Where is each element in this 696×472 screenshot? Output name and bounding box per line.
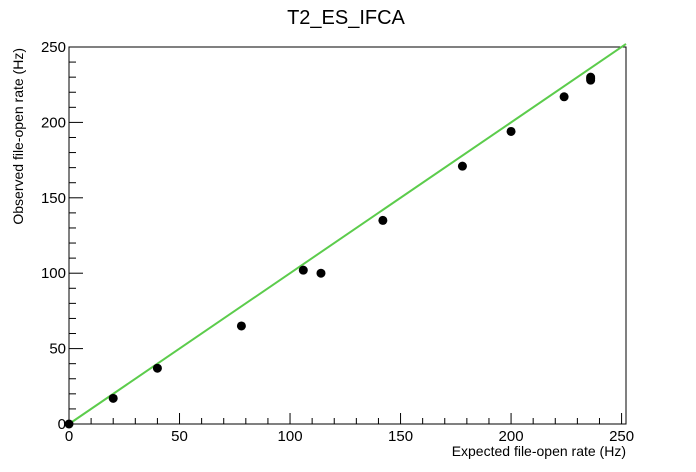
data-point [108, 393, 118, 403]
y-tick-label: 150 [41, 190, 66, 207]
x-axis-title: Expected file-open rate (Hz) [452, 443, 626, 459]
y-axis: 0 50 100 150 200 250 [41, 39, 83, 433]
x-axis: 0 50 100 150 200 250 [65, 413, 634, 445]
y-tick-label: 200 [41, 114, 66, 131]
y-axis-title: Observed file-open rate (Hz) [10, 48, 26, 225]
data-point [298, 265, 308, 275]
reference-line [68, 43, 627, 425]
data-point [586, 75, 596, 85]
plot-frame [68, 46, 627, 425]
data-point [559, 92, 569, 102]
data-point [457, 161, 467, 171]
x-tick-label: 150 [388, 428, 413, 445]
y-tick-label: 100 [41, 265, 66, 282]
x-tick-label: 200 [499, 428, 524, 445]
data-points-layer [64, 72, 596, 429]
y-tick-label: 250 [41, 39, 66, 56]
x-tick-label: 250 [609, 428, 634, 445]
x-tick-label: 100 [278, 428, 303, 445]
x-tick-label: 0 [65, 428, 73, 445]
x-tick-label: 50 [171, 428, 188, 445]
reference-line-layer [68, 43, 627, 425]
data-point [236, 321, 246, 331]
plot-area-border [68, 46, 627, 425]
y-tick-label: 50 [49, 341, 66, 358]
chart-title: T2_ES_IFCA [287, 7, 405, 29]
data-point [316, 268, 326, 278]
data-point [152, 363, 162, 373]
y-tick-label: 0 [58, 416, 66, 433]
data-point [378, 215, 388, 225]
data-point [506, 126, 516, 136]
